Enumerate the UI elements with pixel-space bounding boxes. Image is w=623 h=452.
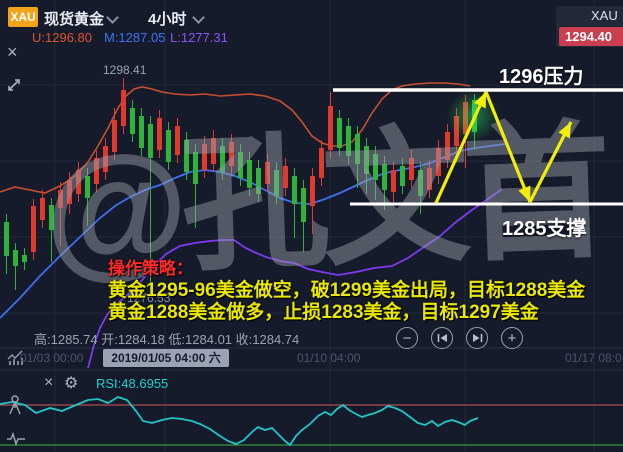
prev-bar-button[interactable] bbox=[431, 327, 453, 349]
plus-icon: + bbox=[507, 329, 517, 347]
time-label: 01/03 00:00 bbox=[20, 351, 84, 365]
strategy-title: 操作策略： bbox=[108, 259, 193, 278]
next-bar-icon bbox=[472, 334, 482, 342]
drawing-tool-icon[interactable] bbox=[6, 394, 24, 423]
quote-price-badge: 1294.40 bbox=[559, 27, 623, 46]
zoom-out-button[interactable]: − bbox=[396, 327, 418, 349]
boll-middle-value: M:1287.05 bbox=[104, 30, 166, 45]
close-icon[interactable]: × bbox=[7, 42, 18, 62]
wave-icon[interactable] bbox=[6, 431, 26, 452]
strategy-line-2: 黄金1288美金做多，止损1283美金，目标1297美金 bbox=[108, 302, 539, 323]
resistance-label: 1296压力 bbox=[499, 66, 584, 88]
rsi-close-icon[interactable]: × bbox=[44, 374, 54, 391]
current-candle-glow bbox=[447, 90, 499, 142]
gear-icon[interactable]: ⚙ bbox=[64, 375, 79, 392]
trend-arrow bbox=[434, 91, 488, 204]
chart-type-icon[interactable] bbox=[5, 347, 27, 374]
symbol-badge: XAU bbox=[8, 7, 38, 27]
rsi-line bbox=[0, 396, 479, 447]
quote-symbol: XAU bbox=[591, 8, 618, 23]
boll-upper-value: U:1296.80 bbox=[32, 30, 92, 45]
trend-arrow bbox=[484, 91, 532, 203]
timeframe-select[interactable]: 4小时 bbox=[148, 8, 186, 29]
bollinger-bands bbox=[0, 82, 506, 369]
time-label: 01/17 08:0 bbox=[565, 351, 622, 365]
prev-bar-icon bbox=[437, 334, 447, 342]
timeframe-label: 4小时 bbox=[148, 11, 187, 28]
instrument-label: 现货黄金 bbox=[44, 11, 105, 28]
high-price-label: 1298.41 bbox=[103, 63, 147, 77]
next-bar-button[interactable] bbox=[466, 327, 488, 349]
expand-icon[interactable] bbox=[5, 76, 23, 99]
rsi-value-label: RSI:48.6955 bbox=[96, 376, 169, 391]
time-label: 01/10 04:00 bbox=[297, 351, 361, 365]
minus-icon: − bbox=[402, 329, 412, 347]
quote-price: 1294.40 bbox=[565, 29, 612, 44]
instrument-select[interactable]: 现货黄金 bbox=[44, 8, 104, 29]
selected-time-box: 2019/01/05 04:00 六 bbox=[103, 349, 229, 367]
ohlc-readout: 高:1285.74 开:1284.18 低:1284.01 收:1284.74 bbox=[34, 332, 300, 347]
low-price-label: 1276.53 bbox=[127, 291, 171, 305]
boll-lower-value: L:1277.31 bbox=[170, 30, 228, 45]
support-label: 1285支撑 bbox=[502, 218, 587, 240]
zoom-in-button[interactable]: + bbox=[501, 327, 523, 349]
strategy-line-1: 黄金1295-96美金做空，破1299美金出局，目标1288美金 bbox=[108, 280, 586, 301]
